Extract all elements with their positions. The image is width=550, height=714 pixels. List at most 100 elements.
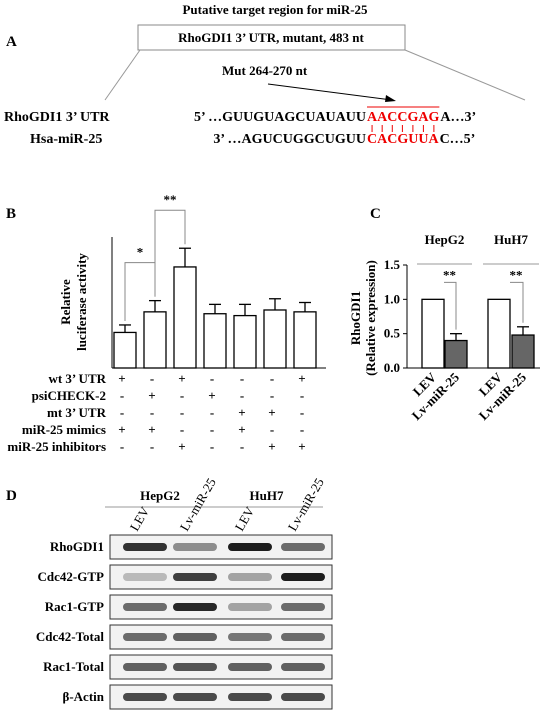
- lane-label: LEV: [232, 504, 258, 534]
- condition-sign: -: [240, 388, 244, 403]
- condition-sign: +: [148, 388, 155, 403]
- panel-label: C: [370, 206, 381, 222]
- y-tick-label: 0.0: [384, 360, 400, 375]
- condition-sign: +: [268, 439, 275, 454]
- blot-label: Cdc42-GTP: [38, 569, 105, 584]
- condition-sign: -: [270, 371, 274, 386]
- condition-sign: -: [150, 405, 154, 420]
- seq-suffix: A…3’: [440, 110, 476, 125]
- zoom-line: [104, 49, 141, 101]
- condition-sign: -: [240, 439, 244, 454]
- blot-band: [281, 543, 325, 551]
- blot-band: [228, 603, 272, 611]
- condition-sign: -: [210, 439, 214, 454]
- y-tick-label: 0.5: [384, 326, 401, 341]
- condition-sign: +: [118, 371, 125, 386]
- condition-sign: -: [120, 439, 124, 454]
- group-label: HepG2: [425, 232, 465, 247]
- significance-label: *: [137, 245, 144, 260]
- seq-name: RhoGDI1 3’ UTR: [4, 110, 110, 125]
- blot-band: [123, 543, 167, 551]
- arrow: [267, 83, 393, 101]
- bar: [263, 309, 287, 369]
- blot-label: Rac1-GTP: [45, 599, 104, 614]
- blot-band: [123, 603, 167, 611]
- seq-prefix: 5’ …GUUGUAGCUAUAUU: [194, 110, 366, 125]
- condition-sign: -: [300, 405, 304, 420]
- blot-label: Rac1-Total: [43, 659, 104, 674]
- blot-label: RhoGDI1: [50, 539, 104, 554]
- significance-bracket: [510, 281, 524, 323]
- group-label: HepG2: [140, 488, 180, 503]
- zoom-line: [404, 49, 526, 101]
- condition-sign: -: [120, 388, 124, 403]
- y-tick-label: 1.0: [384, 291, 400, 306]
- seq-name: Hsa-miR-25: [30, 132, 102, 147]
- y-axis-label: Relative: [58, 279, 73, 325]
- significance-label: **: [510, 267, 523, 282]
- condition-sign: -: [210, 422, 214, 437]
- condition-sign: -: [120, 405, 124, 420]
- condition-sign: +: [238, 422, 245, 437]
- seq-site: CACGUUA: [367, 132, 439, 147]
- blot-band: [123, 663, 167, 671]
- condition-sign: -: [150, 371, 154, 386]
- seq-suffix: C…5’: [440, 132, 476, 147]
- bar: [203, 313, 227, 369]
- significance-label: **: [443, 267, 456, 282]
- bar: [511, 334, 535, 369]
- lane-label: LEV: [127, 504, 153, 534]
- y-axis-label: RhoGDI1: [348, 291, 363, 345]
- y-axis-label: (Relative expression): [363, 260, 378, 376]
- condition-label: wt 3’ UTR: [48, 371, 106, 386]
- condition-sign: -: [210, 371, 214, 386]
- condition-sign: -: [270, 422, 274, 437]
- condition-sign: +: [118, 422, 125, 437]
- blot-band: [281, 603, 325, 611]
- blot-band: [281, 693, 325, 701]
- condition-sign: +: [148, 422, 155, 437]
- condition-sign: -: [240, 371, 244, 386]
- utr-box: [137, 24, 406, 51]
- panel-label: D: [6, 488, 17, 504]
- condition-sign: -: [270, 388, 274, 403]
- bar: [444, 339, 468, 369]
- condition-sign: +: [178, 371, 185, 386]
- blot-band: [173, 663, 217, 671]
- condition-sign: -: [210, 405, 214, 420]
- condition-label: mt 3’ UTR: [47, 405, 107, 420]
- blot-band: [123, 693, 167, 701]
- blot-band: [123, 573, 167, 581]
- condition-sign: -: [180, 388, 184, 403]
- significance-bracket: [444, 281, 457, 330]
- mutation-label: Mut 264-270 nt: [222, 63, 308, 78]
- condition-sign: +: [178, 439, 185, 454]
- seq-prefix: 3’ …AGUCUGGCUGUU: [213, 132, 366, 147]
- blot-band: [281, 663, 325, 671]
- significance-label: **: [164, 192, 177, 207]
- blot-band: [228, 693, 272, 701]
- condition-sign: +: [268, 405, 275, 420]
- blot-band: [281, 573, 325, 581]
- bar: [487, 298, 511, 369]
- panel-label: A: [6, 34, 17, 50]
- blot-band: [173, 573, 217, 581]
- condition-sign: -: [300, 422, 304, 437]
- condition-sign: +: [298, 439, 305, 454]
- y-tick-label: 1.5: [384, 257, 401, 272]
- blot-band: [173, 543, 217, 551]
- arrow-head: [385, 95, 396, 102]
- condition-sign: -: [150, 439, 154, 454]
- blot-band: [173, 693, 217, 701]
- blot-band: [173, 633, 217, 641]
- group-label: HuH7: [250, 488, 284, 503]
- condition-sign: -: [300, 388, 304, 403]
- bar: [293, 311, 317, 369]
- condition-sign: +: [298, 371, 305, 386]
- condition-sign: +: [208, 388, 215, 403]
- bar: [143, 311, 167, 369]
- blot-band: [123, 633, 167, 641]
- panel-label: B: [6, 206, 16, 222]
- group-label: HuH7: [494, 232, 528, 247]
- bar: [113, 331, 137, 369]
